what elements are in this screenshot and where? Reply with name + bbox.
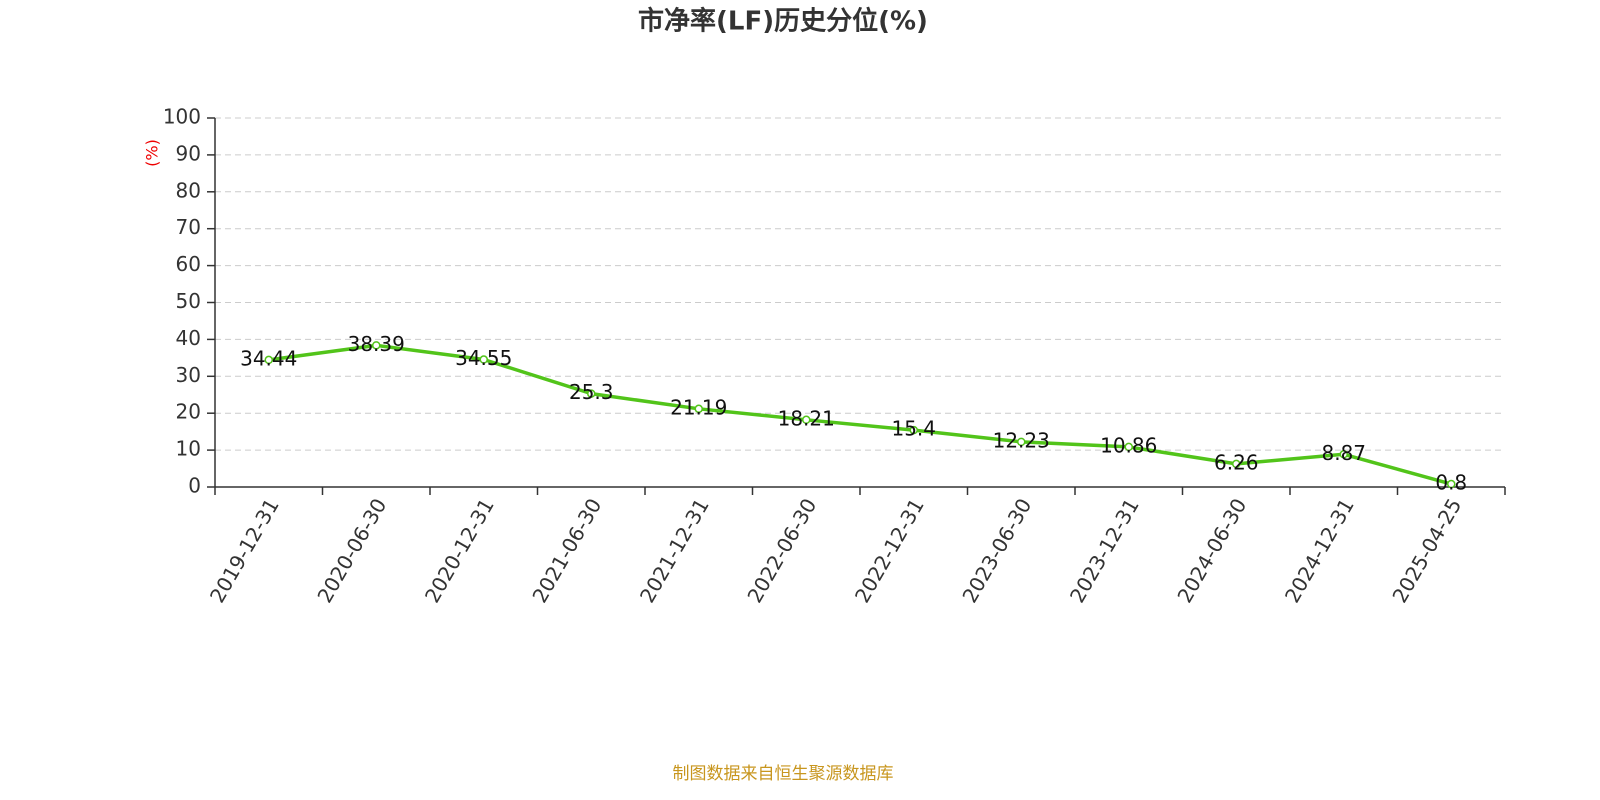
y-tick-label: 70 (176, 215, 201, 239)
x-tick-label: 2024-06-30 (1172, 494, 1251, 607)
y-tick-label: 30 (176, 363, 201, 387)
x-tick-label: 2019-12-31 (205, 494, 284, 607)
data-point (1017, 437, 1026, 447)
data-point (1447, 479, 1456, 489)
data-label: 38.39 (348, 332, 405, 356)
x-tick-label: 2021-12-31 (635, 494, 714, 607)
y-tick-label: 80 (176, 178, 201, 202)
data-label: 10.86 (1100, 433, 1157, 457)
y-axis-label: (%) (143, 139, 162, 167)
x-tick-label: 2024-12-31 (1280, 494, 1359, 607)
x-tick-label: 2021-06-30 (527, 494, 606, 607)
source-note: 制图数据来自恒生聚源数据库 (673, 764, 894, 784)
data-label: 6.26 (1214, 450, 1259, 474)
x-tick-label: 2023-06-30 (957, 494, 1036, 607)
y-tick-label: 10 (176, 437, 201, 461)
data-point (372, 341, 381, 350)
y-tick-label: 100 (163, 105, 201, 129)
x-tick-label: 2025-04-25 (1387, 494, 1466, 607)
data-point (694, 404, 703, 414)
x-tick-label: 2020-12-31 (420, 494, 499, 607)
y-tick-label: 40 (176, 326, 201, 350)
data-line (268, 343, 1452, 486)
x-tick-label: 2022-12-31 (850, 494, 929, 607)
y-tick-label: 0 (188, 474, 201, 498)
data-point (264, 355, 273, 365)
data-point (587, 389, 596, 398)
y-tick-label: 90 (176, 141, 201, 165)
x-tick-label: 2020-06-30 (312, 494, 391, 607)
data-label: 25.3 (569, 380, 614, 404)
data-label: 0.8 (1435, 471, 1467, 495)
chart-title: 市净率(LF)历史分位(%) (638, 6, 928, 37)
data-point (1339, 450, 1348, 459)
data-point (1124, 442, 1133, 452)
y-tick-label: 60 (176, 252, 201, 276)
x-tick-label: 2022-06-30 (742, 494, 821, 607)
data-point (479, 355, 488, 364)
y-tick-label: 50 (176, 289, 201, 313)
data-label: 34.44 (240, 346, 297, 370)
data-label: 34.55 (455, 346, 512, 370)
data-label: 18.21 (778, 406, 835, 430)
data-label: 15.4 (891, 417, 936, 441)
data-point (1232, 459, 1241, 469)
data-label: 8.87 (1321, 441, 1366, 465)
x-tick-label: 2023-12-31 (1065, 494, 1144, 607)
data-point (909, 425, 918, 435)
y-tick-label: 20 (176, 400, 201, 424)
data-label: 12.23 (993, 428, 1050, 452)
data-point (802, 415, 811, 425)
data-label: 21.19 (670, 395, 727, 419)
